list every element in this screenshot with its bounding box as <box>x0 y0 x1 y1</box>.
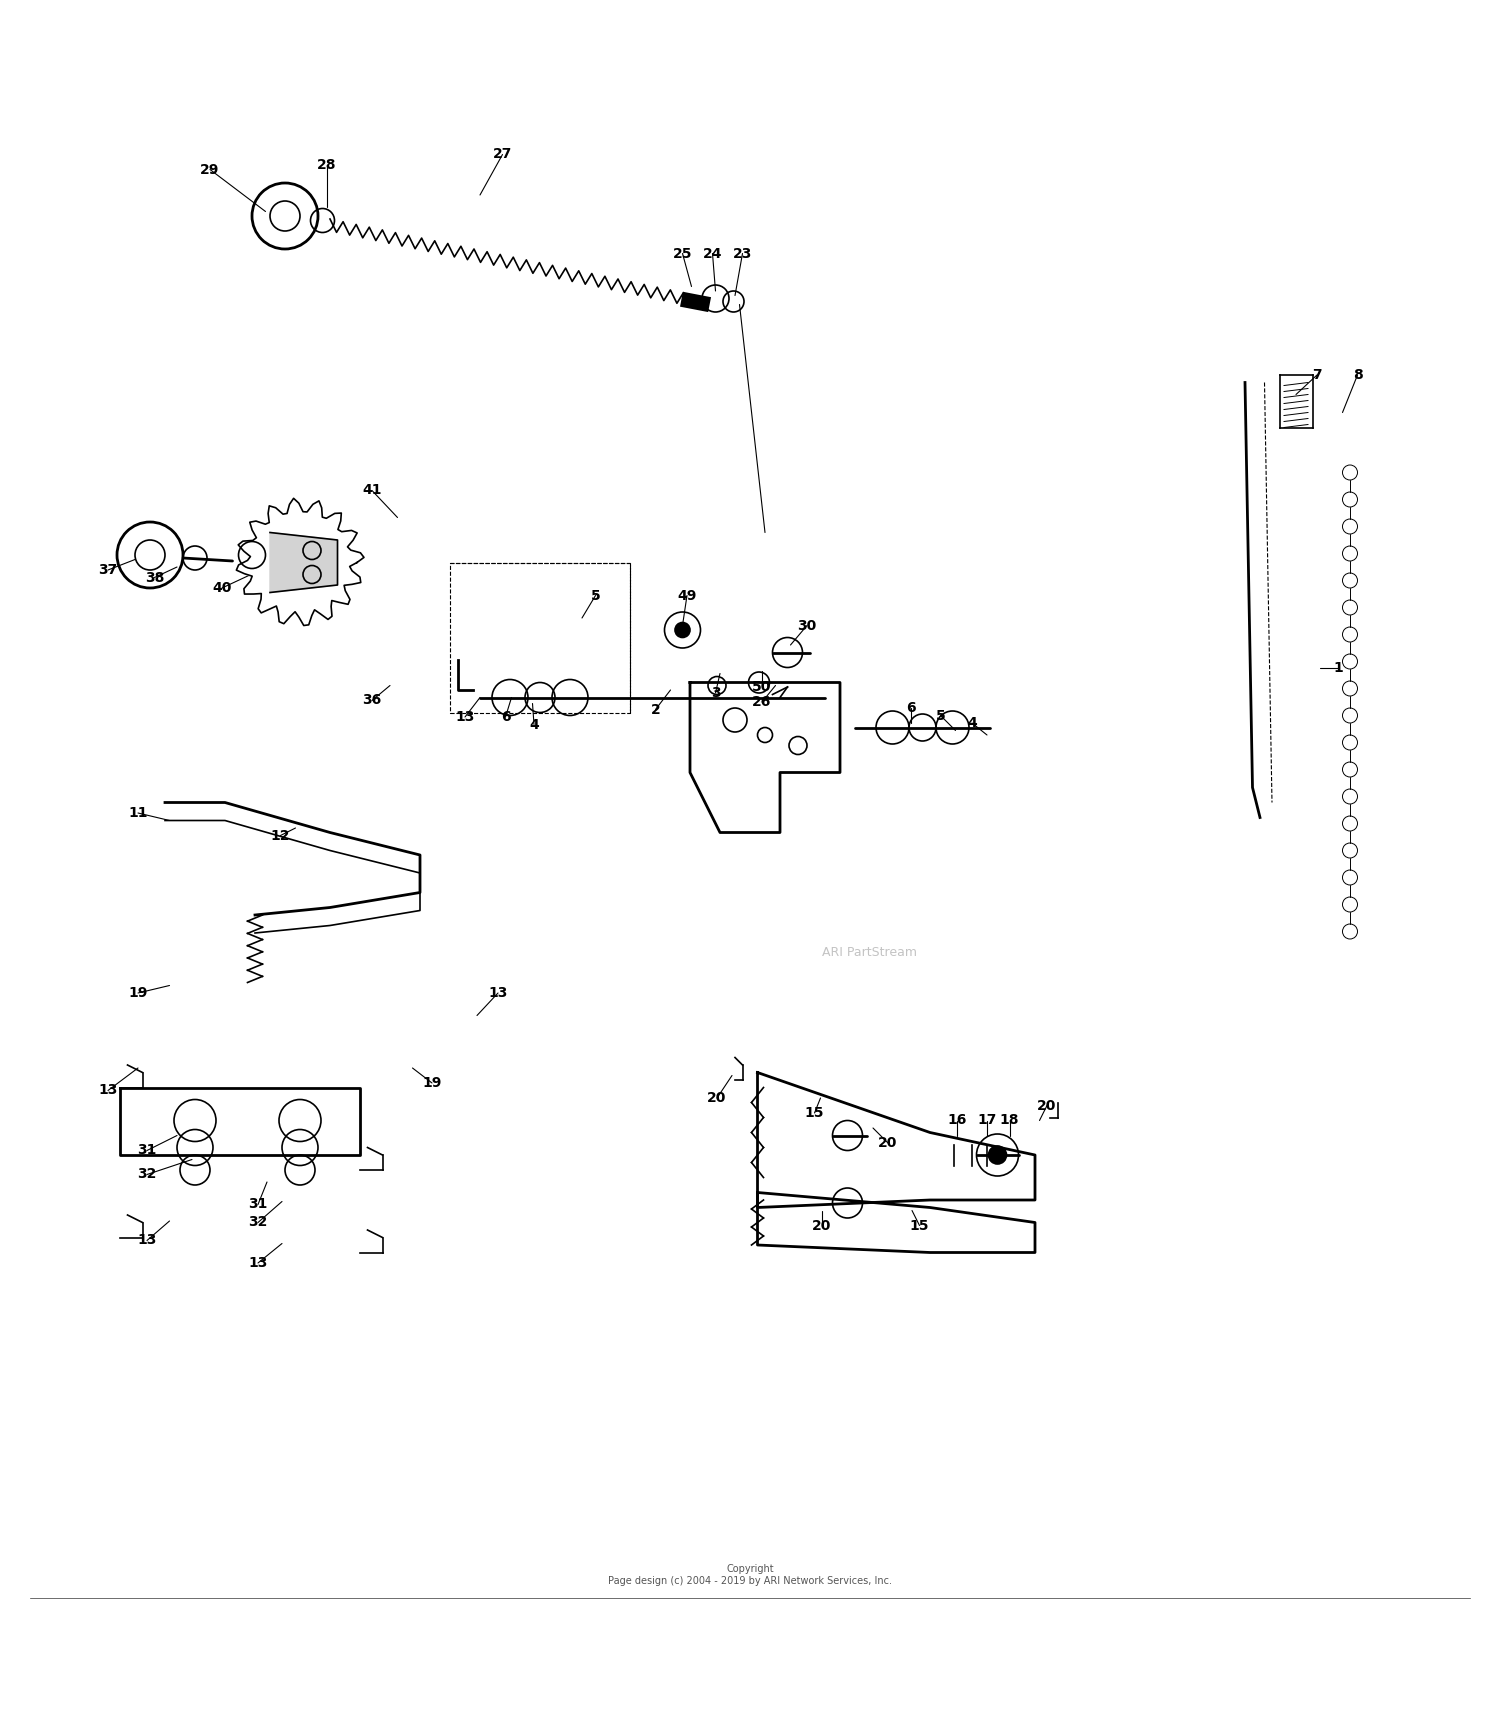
Text: 31: 31 <box>138 1144 156 1157</box>
Text: ARI PartStream: ARI PartStream <box>822 945 918 959</box>
Text: 26: 26 <box>753 695 771 709</box>
Polygon shape <box>237 499 364 626</box>
Text: 6: 6 <box>501 711 510 724</box>
Text: Copyright
Page design (c) 2004 - 2019 by ARI Network Services, Inc.: Copyright Page design (c) 2004 - 2019 by… <box>608 1565 892 1585</box>
Text: 5: 5 <box>591 588 600 602</box>
Text: 6: 6 <box>906 700 915 714</box>
Text: 4: 4 <box>968 716 976 730</box>
Text: 15: 15 <box>909 1218 928 1232</box>
Text: 32: 32 <box>249 1216 267 1230</box>
Text: 49: 49 <box>678 588 696 602</box>
Text: 3: 3 <box>711 687 720 700</box>
Text: 19: 19 <box>423 1076 441 1090</box>
Text: 8: 8 <box>1353 367 1362 381</box>
Text: 13: 13 <box>99 1083 117 1097</box>
Circle shape <box>270 202 300 231</box>
Text: 29: 29 <box>201 162 219 176</box>
Text: 13: 13 <box>489 987 507 1000</box>
Text: 25: 25 <box>672 247 692 260</box>
Polygon shape <box>758 1192 1035 1252</box>
Text: 12: 12 <box>270 828 291 842</box>
Text: 27: 27 <box>494 148 512 162</box>
Text: 28: 28 <box>318 159 336 172</box>
Text: 50: 50 <box>753 680 771 693</box>
Text: 20: 20 <box>1038 1099 1056 1113</box>
Text: 2: 2 <box>651 702 660 716</box>
Bar <box>681 293 710 310</box>
Text: 5: 5 <box>936 709 945 723</box>
Polygon shape <box>690 683 840 833</box>
Text: 13: 13 <box>138 1233 156 1247</box>
Circle shape <box>675 623 690 638</box>
Text: 13: 13 <box>249 1256 267 1270</box>
Text: 20: 20 <box>879 1137 897 1151</box>
Text: 31: 31 <box>249 1197 267 1211</box>
Text: 37: 37 <box>99 562 117 576</box>
Text: 36: 36 <box>363 693 381 707</box>
Text: 16: 16 <box>948 1114 966 1128</box>
Text: 15: 15 <box>806 1106 825 1120</box>
Text: 40: 40 <box>213 581 231 595</box>
Text: 20: 20 <box>813 1218 831 1232</box>
Polygon shape <box>758 1073 1035 1208</box>
Text: 7: 7 <box>1312 367 1322 381</box>
Text: 19: 19 <box>129 987 147 1000</box>
Text: 23: 23 <box>734 247 752 260</box>
Text: 18: 18 <box>1000 1114 1020 1128</box>
Text: 17: 17 <box>978 1114 996 1128</box>
Text: 13: 13 <box>456 711 474 724</box>
Circle shape <box>988 1145 1006 1164</box>
Polygon shape <box>120 1087 360 1156</box>
Text: 1: 1 <box>1334 661 1342 674</box>
Bar <box>450 562 630 712</box>
Text: 24: 24 <box>702 247 723 260</box>
Text: 11: 11 <box>128 806 147 819</box>
Text: 4: 4 <box>530 718 538 731</box>
Text: 38: 38 <box>146 571 164 585</box>
Text: 41: 41 <box>363 483 381 497</box>
Text: 32: 32 <box>138 1168 156 1182</box>
Text: 30: 30 <box>798 619 816 633</box>
Polygon shape <box>270 533 338 592</box>
Text: 20: 20 <box>708 1090 726 1106</box>
